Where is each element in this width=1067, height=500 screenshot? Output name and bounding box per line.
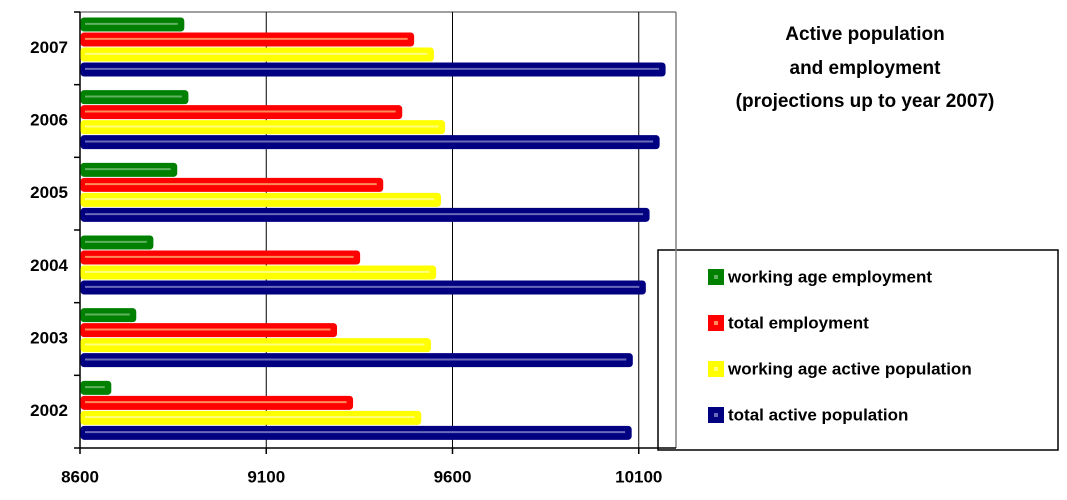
x-tick-label: 9100 [247,467,285,486]
x-tick-label: 8600 [61,467,99,486]
y-tick-label: 2006 [30,110,68,129]
y-tick-label: 2005 [30,183,68,202]
legend-swatch-dot [714,413,718,417]
legend-label: total active population [728,405,908,424]
x-tick-label: 9600 [434,467,472,486]
legend-box [657,249,1059,451]
legend-swatch-dot [714,275,718,279]
y-tick-label: 2003 [30,328,68,347]
x-tick-label: 10100 [615,467,662,486]
legend-label: working age employment [727,267,932,286]
chart-title: and employment [790,58,942,79]
y-tick-label: 2007 [30,38,68,57]
y-tick-label: 2002 [30,401,68,420]
legend-label: working age active population [727,359,972,378]
legend-swatch-dot [714,367,718,371]
chart-title: (projections up to year 2007) [736,91,995,112]
chart-title: Active population [785,24,944,45]
legend-label: total employment [728,313,869,332]
legend-swatch-dot [714,321,718,325]
y-tick-label: 2004 [30,256,68,275]
